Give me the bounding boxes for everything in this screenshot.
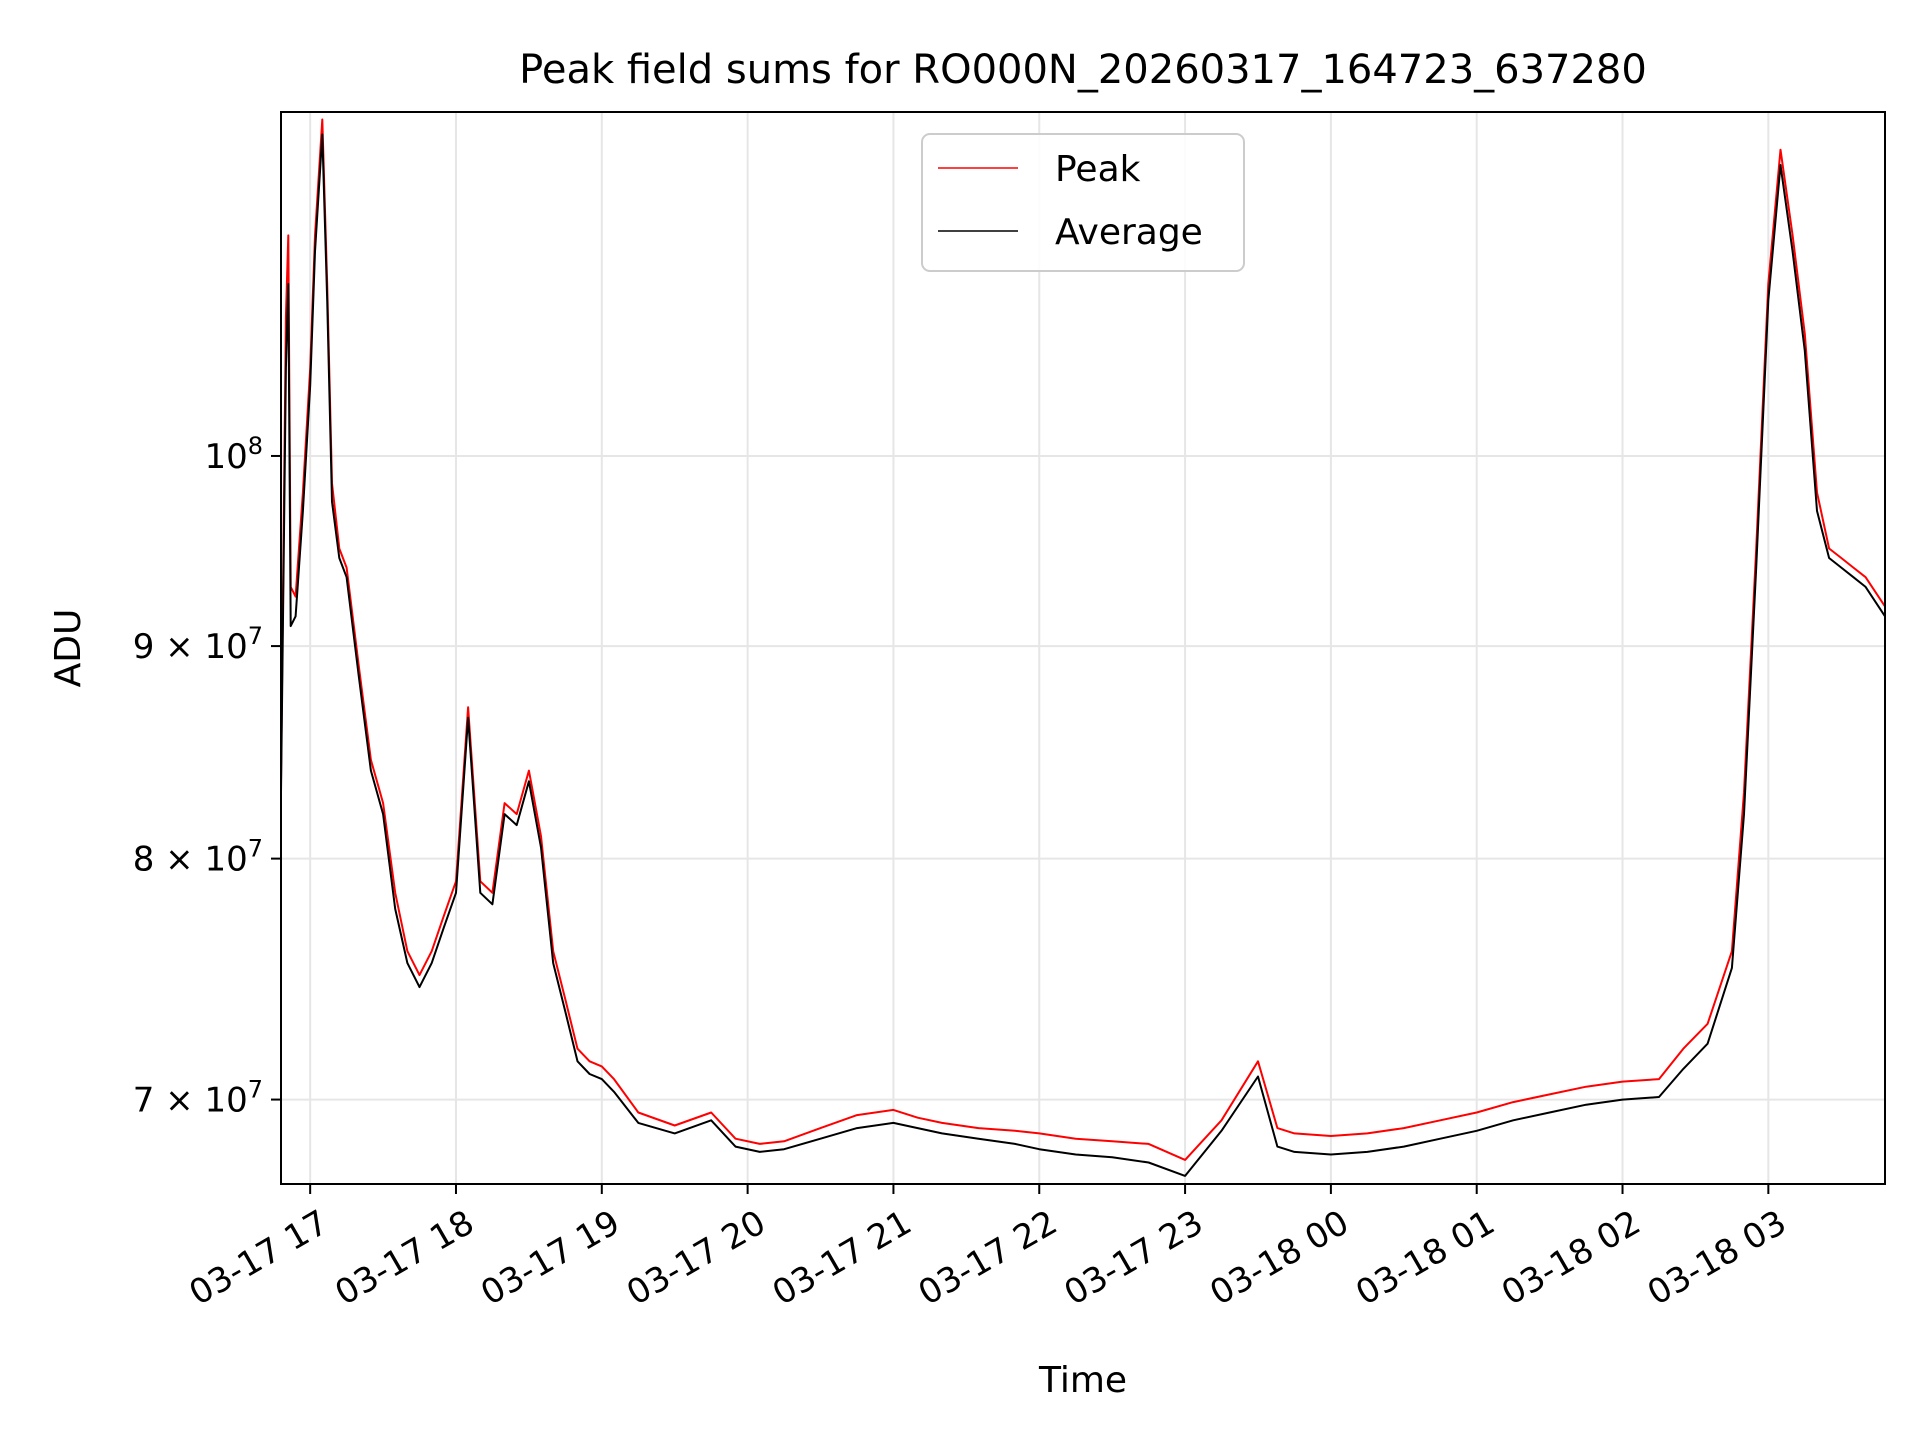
legend-label-average: Average — [1055, 212, 1203, 253]
series-line-average — [280, 133, 1886, 1177]
y-tick-label: 9 × 107 — [133, 622, 263, 667]
y-tick-label: 108 — [204, 432, 263, 477]
y-axis: 7 × 107 8 × 107 9 × 107 108 — [133, 432, 281, 1121]
y-axis-label: ADU — [48, 609, 89, 688]
legend: Peak Average — [921, 133, 1245, 272]
y-tick-label: 7 × 107 — [133, 1076, 263, 1121]
plot-frame — [280, 111, 1886, 1185]
plot-area — [280, 111, 1886, 1185]
x-axis-label: Time — [1038, 1360, 1127, 1401]
legend-label-peak: Peak — [1055, 149, 1141, 190]
grid — [281, 112, 1885, 1184]
y-tick-label: 8 × 107 — [133, 835, 263, 880]
series-line-peak — [280, 118, 1886, 1161]
series-layer — [280, 118, 1886, 1177]
plot-background — [281, 112, 1885, 1184]
chart-title: Peak field sums for RO000N_20260317_1647… — [519, 47, 1647, 93]
